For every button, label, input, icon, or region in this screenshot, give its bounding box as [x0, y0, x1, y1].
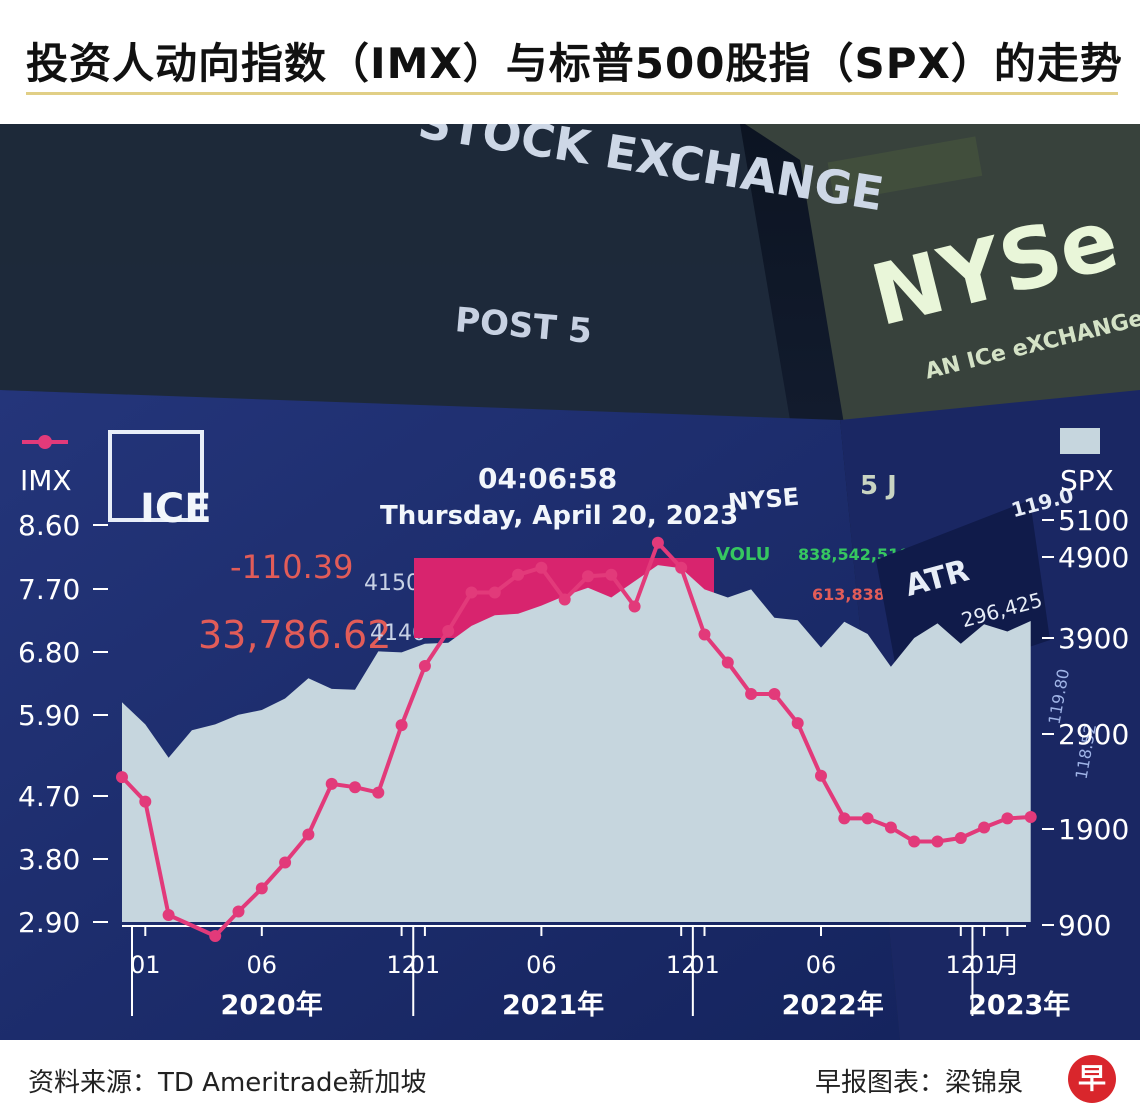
- imx-point: [721, 656, 734, 669]
- y-left-tick-label: 5.90: [18, 699, 80, 732]
- y-right-tick-label: 900: [1058, 909, 1111, 942]
- imx-point: [698, 628, 711, 641]
- imx-point: [815, 769, 827, 782]
- imx-point: [745, 688, 758, 700]
- imx-point: [465, 586, 478, 599]
- imx-point: [931, 835, 944, 848]
- legend-imx-label: IMX: [20, 464, 72, 497]
- imx-point: [582, 570, 594, 583]
- imx-point: [162, 909, 175, 921]
- imx-point: [418, 660, 431, 672]
- bg-date-text: Thursday, April 20, 2023: [380, 501, 738, 531]
- x-tick-label: 06: [247, 951, 278, 979]
- y-right-tick-label: 1900: [1058, 813, 1129, 846]
- legend-imx-marker: [38, 435, 52, 449]
- imx-point: [512, 568, 525, 581]
- x-tick-label: 01: [689, 951, 720, 979]
- imx-point: [884, 821, 897, 834]
- bg-5j-text: 5 J: [860, 471, 897, 501]
- imx-point: [255, 882, 268, 895]
- bg-dow-text: 33,786.62: [198, 613, 391, 657]
- year-label: 2020年: [221, 989, 323, 1021]
- year-label: 2021年: [502, 989, 604, 1021]
- imx-point: [232, 905, 245, 918]
- imx-point: [139, 795, 152, 808]
- imx-point: [558, 593, 571, 606]
- x-tick-label: 06: [526, 951, 557, 979]
- imx-point: [372, 786, 385, 799]
- imx-point: [978, 821, 991, 834]
- imx-point: [1001, 812, 1014, 825]
- y-left-tick-label: 7.70: [18, 573, 80, 606]
- chart-area: STOCK EXCHANGE POST 5 NYSe AN ICe eXCHAN…: [0, 124, 1140, 1040]
- bg-4150-text: 4150: [364, 571, 420, 596]
- imx-point: [1024, 811, 1037, 823]
- legend-spx-swatch: [1060, 428, 1100, 454]
- spx-area-series: [122, 565, 1031, 922]
- x-tick-label: 01: [969, 951, 1000, 979]
- y-left-tick-label: 3.80: [18, 843, 80, 876]
- y-left-tick-label: 6.80: [18, 636, 80, 669]
- y-left-tick-label: 2.90: [18, 906, 80, 939]
- x-tick-label: 06: [806, 951, 837, 979]
- year-label: 2023年: [968, 989, 1070, 1021]
- x-tick-label: 01: [130, 951, 161, 979]
- credit-note: 早报图表：梁锦泉: [815, 1068, 1024, 1098]
- imx-point: [768, 688, 781, 700]
- y-left-tick-label: 8.60: [18, 509, 80, 542]
- zaobao-logo: 早: [1068, 1055, 1116, 1103]
- y-axis-right: 5100 4900 3900 2900 1900 900: [1042, 504, 1129, 942]
- imx-markers: [116, 536, 1037, 942]
- imx-point: [675, 561, 688, 574]
- bg-change-text: -110.39: [230, 548, 354, 586]
- imx-point: [605, 568, 618, 581]
- x-tick-label: 12: [946, 951, 977, 979]
- imx-point: [325, 777, 338, 790]
- bg-time-text: 04:06:58: [478, 462, 617, 495]
- title-divider: [26, 92, 1118, 95]
- imx-point: [861, 812, 874, 825]
- imx-point: [628, 600, 641, 613]
- y-right-tick-label: 4900: [1058, 541, 1129, 574]
- imx-point: [838, 812, 851, 825]
- ice-logo-text: ICE: [140, 486, 212, 532]
- imx-point: [279, 856, 292, 869]
- x-tick-label: 12: [386, 951, 417, 979]
- imx-point: [302, 828, 315, 841]
- imx-point: [488, 586, 501, 599]
- bg-volu-text: VOLU: [716, 544, 770, 565]
- imx-point: [791, 717, 804, 730]
- imx-point: [116, 771, 128, 784]
- imx-point: [908, 835, 921, 848]
- imx-point: [395, 719, 408, 732]
- imx-point: [442, 625, 455, 637]
- imx-point: [954, 832, 967, 844]
- legend-spx: SPX: [1060, 428, 1114, 497]
- imx-point: [349, 781, 361, 794]
- year-label: 2022年: [782, 989, 884, 1021]
- x-tick-label: 12: [666, 951, 697, 979]
- y-right-tick-label: 3900: [1058, 622, 1129, 655]
- legend-spx-label: SPX: [1060, 464, 1114, 497]
- y-right-tick-label: 2900: [1058, 718, 1129, 751]
- imx-point: [535, 561, 548, 574]
- bg-nyse-small-text: NYSE: [727, 483, 800, 517]
- y-axis-left: 8.60 7.70 6.80 5.90 4.70 3.80 2.90: [18, 509, 108, 939]
- ice-logo-frame: [108, 430, 204, 522]
- y-left-tick-label: 4.70: [18, 780, 80, 813]
- legend-imx: IMX: [20, 435, 72, 497]
- imx-point: [651, 536, 664, 549]
- source-note: 资料来源：TD Ameritrade新加坡: [28, 1068, 427, 1098]
- imx-point: [209, 930, 222, 942]
- x-tick-label: 月: [995, 951, 1019, 979]
- chart-title: 投资人动向指数（IMX）与标普500股指（SPX）的走势: [26, 39, 1123, 88]
- y-right-tick-label: 5100: [1058, 504, 1129, 537]
- x-tick-label: 01: [410, 951, 441, 979]
